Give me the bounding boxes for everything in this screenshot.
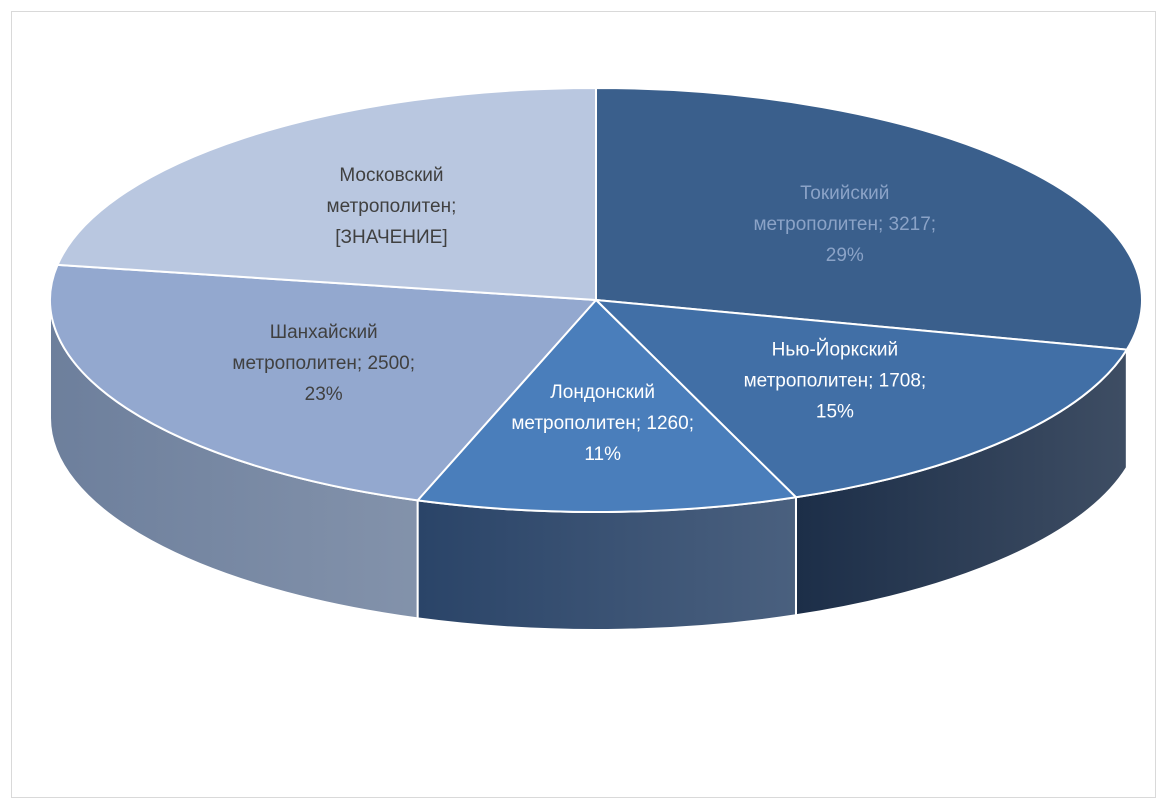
data-label-line: Московский <box>339 165 443 186</box>
data-label-line: Шанхайский <box>270 322 378 343</box>
data-label-line: 11% <box>584 444 621 465</box>
data-label-line: метрополитен; 1708; <box>744 371 927 392</box>
data-label-нью-йоркский-метрополитен: Нью-Йоркский метрополитен; 1708; 15% <box>744 339 927 423</box>
data-label-line: Токийский <box>800 183 889 204</box>
pie-slice-нью-йоркский-метрополитен <box>595 299 1128 499</box>
data-label-line: 29% <box>826 245 864 266</box>
data-label-line: 23% <box>305 384 343 405</box>
data-label-московский-метрополитен: Московский метрополитен; [ЗНАЧЕНИЕ] <box>327 165 457 248</box>
data-label-line: Лондонский <box>550 382 655 403</box>
data-label-line: метрополитен; 2500; <box>232 353 415 374</box>
data-label-line: метрополитен; <box>327 196 457 217</box>
data-label-line: метрополитен; 3217; <box>753 214 936 235</box>
data-label-лондонский-метрополитен: Лондонский метрополитен; 1260; 11% <box>511 382 694 465</box>
data-label-шанхайский-метрополитен: Шанхайский метрополитен; 2500; 23% <box>232 322 415 405</box>
data-label-токийский-метрополитен: Токийский метрополитен; 3217; 29% <box>753 183 936 266</box>
pie-slice-токийский-метрополитен <box>595 87 1143 351</box>
data-label-line: метрополитен; 1260; <box>511 413 694 434</box>
pie-slice-московский-метрополитен <box>56 87 597 301</box>
data-label-line: Нью-Йоркский <box>772 339 899 361</box>
pie-slice-лондонский-метрополитен <box>416 299 797 513</box>
data-label-line: 15% <box>816 402 854 423</box>
pie-side-лондонский-метрополитен <box>416 496 797 631</box>
pie-slice-шанхайский-метрополитен <box>49 263 597 502</box>
data-label-line: [ЗНАЧЕНИЕ] <box>335 227 447 248</box>
